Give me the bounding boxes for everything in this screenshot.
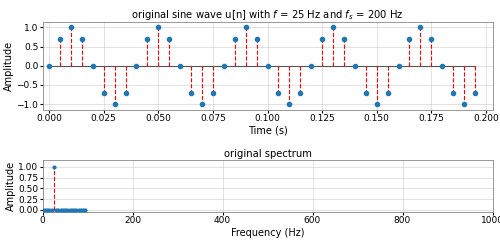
X-axis label: Frequency (Hz): Frequency (Hz) [231, 228, 304, 238]
Y-axis label: Amplitude: Amplitude [6, 161, 16, 211]
Y-axis label: Amplitude: Amplitude [4, 41, 14, 91]
X-axis label: Time (s): Time (s) [248, 126, 288, 136]
Title: original spectrum: original spectrum [224, 149, 312, 160]
Title: original sine wave u[n] with $f$ = 25 Hz and $f_s$ = 200 Hz: original sine wave u[n] with $f$ = 25 Hz… [131, 8, 404, 22]
